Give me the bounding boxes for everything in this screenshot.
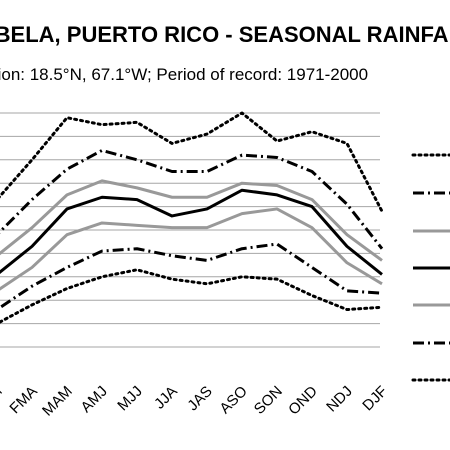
x-tick-label: JFM xyxy=(0,383,6,416)
series-line-6 xyxy=(0,242,383,310)
x-tick-label: DJF xyxy=(359,383,390,414)
x-tick-labels: DJFJFMFMAMAMAMJMJJJJAJASASOSONONDNDJDJF xyxy=(0,383,391,420)
series-line-4 xyxy=(0,188,383,276)
x-tick-label: ASO xyxy=(216,383,250,417)
x-tick-label: MJJ xyxy=(114,383,145,414)
chart-title: ISABELA, PUERTO RICO - SEASONAL RAINFALL xyxy=(0,22,450,47)
series-line-5 xyxy=(0,207,383,291)
gridlines xyxy=(0,112,380,348)
series-lines xyxy=(0,111,384,324)
x-tick-label: OND xyxy=(285,383,321,419)
series-line-3 xyxy=(0,179,383,262)
series-line-7 xyxy=(0,268,384,324)
x-tick-label: FMA xyxy=(6,383,40,417)
x-tick-label: SON xyxy=(251,383,286,418)
series-line-2 xyxy=(0,148,384,250)
x-tick-label: JAS xyxy=(184,383,215,414)
x-tick-label: AMJ xyxy=(78,383,111,416)
x-tick-label: MAM xyxy=(39,383,76,420)
series-line-1 xyxy=(0,111,384,213)
legend xyxy=(411,153,450,382)
x-tick-label: JJA xyxy=(151,383,181,413)
x-tick-label: NDJ xyxy=(323,383,356,416)
chart-subtitle: Location: 18.5°N, 67.1°W; Period of reco… xyxy=(0,65,368,84)
